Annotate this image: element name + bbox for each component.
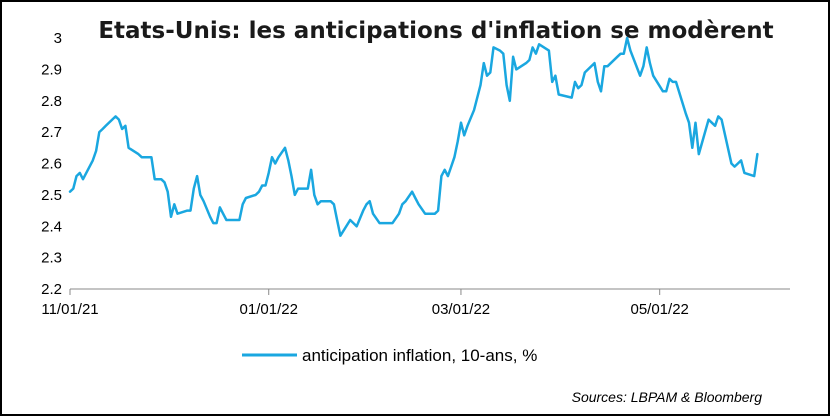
x-tick-label: 01/01/22 <box>240 301 298 318</box>
legend: anticipation inflation, 10-ans, % <box>242 346 537 365</box>
y-tick-label: 2.6 <box>41 156 62 173</box>
y-tick-label: 2.5 <box>41 187 62 204</box>
source-note: Sources: LBPAM & Bloomberg <box>572 389 763 405</box>
y-tick-label: 2.3 <box>41 250 62 267</box>
y-tick-label: 2.8 <box>41 93 62 110</box>
chart-title: Etats-Unis: les anticipations d'inflatio… <box>98 18 773 44</box>
y-tick-label: 2.9 <box>41 61 62 78</box>
series-line-inflation-expectations <box>68 36 759 237</box>
y-tick-label: 2.2 <box>41 281 62 298</box>
x-tick-label: 11/01/21 <box>41 301 98 318</box>
y-tick-label: 3 <box>54 30 62 47</box>
y-tick-label: 2.4 <box>41 218 62 235</box>
x-tick-label: 05/01/22 <box>630 301 688 318</box>
x-axis: 11/01/21 01/01/22 03/01/22 05/01/22 <box>41 289 689 318</box>
x-tick-label: 03/01/22 <box>432 301 490 318</box>
y-tick-label: 2.7 <box>41 124 62 141</box>
y-axis: 3 2.9 2.8 2.7 2.6 2.5 2.4 2.3 2.2 <box>41 30 62 298</box>
legend-label: anticipation inflation, 10-ans, % <box>302 346 537 365</box>
